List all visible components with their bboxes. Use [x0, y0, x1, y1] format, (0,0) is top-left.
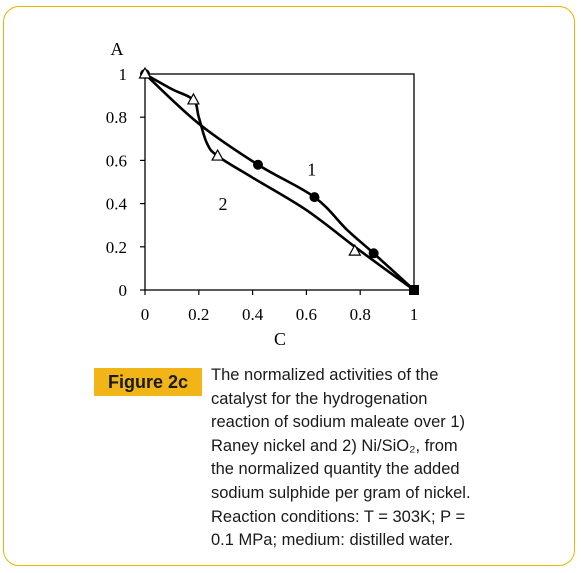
series-markers [138, 66, 419, 295]
figure-label-badge: Figure 2c [94, 368, 202, 396]
series-2-point [409, 285, 419, 295]
x-tick-label: 0.2 [188, 305, 209, 324]
caption-line: 0.1 MPa; medium: distilled water. [211, 531, 454, 550]
caption-line: reaction of sodium maleate over 1) [211, 413, 466, 432]
y-tick-label: 0.2 [106, 238, 127, 257]
series-annotation: 2 [219, 194, 228, 214]
x-tick-label: 0.6 [296, 305, 317, 324]
series-annotation: 1 [307, 160, 316, 180]
plot-area [144, 73, 415, 291]
series-1-point [368, 248, 379, 259]
x-axis-label: C [274, 329, 286, 349]
series-annotations: 12 [219, 160, 317, 215]
series-1-point [252, 159, 263, 170]
x-tick-label: 1 [410, 305, 419, 324]
caption-line: the normalized quantity the added [211, 460, 460, 479]
series-1-point [309, 192, 320, 203]
x-tick-label: 0.8 [350, 305, 371, 324]
y-tick-label: 0 [119, 281, 128, 300]
series-2-point [138, 66, 152, 79]
series-2-point [186, 92, 200, 105]
caption-line: Reaction conditions: T = 303K; P = [211, 507, 466, 526]
caption-line: sodium sulphide per gram of nickel. [211, 483, 471, 502]
y-axis-ticks: 0 0.2 0.4 0.6 0.8 1 [106, 65, 145, 300]
y-tick-label: 0.8 [106, 108, 127, 127]
y-tick-label: 1 [119, 65, 128, 84]
series-2-point [348, 243, 362, 256]
caption-line: Raney nickel and 2) Ni/SiO₂, from [211, 436, 458, 455]
y-axis-label: A [111, 39, 124, 59]
series-2-point [211, 148, 225, 161]
figure-caption: The normalized activities of the catalyst… [211, 364, 489, 553]
y-tick-label: 0.4 [106, 195, 128, 214]
x-tick-label: 0 [141, 305, 150, 324]
caption-line: The normalized activities of the [211, 366, 439, 384]
x-tick-label: 0.4 [242, 305, 264, 324]
x-axis-ticks: 0 0.2 0.4 0.6 0.8 1 [141, 290, 419, 324]
y-tick-label: 0.6 [106, 151, 127, 170]
caption-line: catalyst for the hydrogenation [211, 389, 428, 408]
figure-frame [3, 6, 575, 566]
